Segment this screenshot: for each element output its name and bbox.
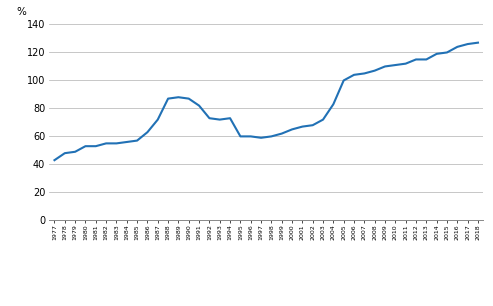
- Text: %: %: [17, 7, 27, 17]
